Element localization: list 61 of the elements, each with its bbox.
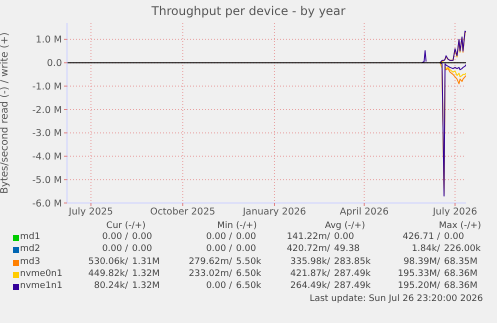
- text: 0.00: [444, 232, 466, 243]
- text: 141.22m/: [286, 232, 330, 243]
- text: 1.84k/: [410, 244, 440, 256]
- text: Cur (-/+): [105, 221, 147, 232]
- text: 1.31M: [132, 256, 160, 267]
- text: 68.36M: [444, 281, 479, 292]
- legend-label: md3: [20, 256, 40, 268]
- y-tick-label: -4.0 M: [32, 152, 62, 163]
- text: 0.00: [236, 244, 256, 254]
- text: 421.87k/: [289, 268, 330, 280]
- x-tick-label: October 2025: [150, 206, 216, 218]
- text: 0.00 /: [205, 232, 232, 243]
- legend-label: nvme0n1: [20, 268, 62, 280]
- text: 279.62m/: [188, 256, 232, 268]
- text: 195.20M/: [396, 281, 440, 292]
- text: Avg (-/+): [324, 221, 366, 232]
- text: 195.33M/: [396, 268, 440, 280]
- text: 233.02m/: [188, 268, 232, 280]
- text: 426.71 /: [402, 232, 440, 243]
- y-tick-label: -1.0 M: [32, 81, 62, 92]
- text: 0.00 /: [101, 232, 128, 243]
- text: 98.39M/: [402, 256, 440, 268]
- y-tick-label: -6.0 M: [32, 198, 62, 210]
- legend-label: md2: [20, 244, 40, 256]
- text: 335.98k/: [289, 256, 330, 268]
- text: 49.38: [334, 244, 361, 256]
- text: 0.00 /: [101, 244, 128, 256]
- text: 420.72m/: [286, 244, 330, 256]
- y-tick-label: -2.0 M: [32, 104, 62, 116]
- text: 287.49k: [334, 268, 371, 279]
- text: 68.35M: [444, 256, 479, 268]
- text: 5.50k: [236, 256, 262, 267]
- y-tick-label: 0.0: [46, 58, 62, 70]
- text: 0.00 /: [205, 244, 232, 256]
- text: 0.00: [132, 232, 154, 243]
- y-tick-label: -5.0 M: [32, 174, 62, 186]
- text: 1.32M: [132, 281, 161, 292]
- text: 226.00k: [444, 244, 482, 256]
- text: 6.50k: [236, 281, 262, 292]
- text: 530.06k/: [87, 256, 128, 268]
- y-tick-label: -3.0 M: [32, 128, 62, 140]
- text: 264.49k/: [289, 281, 330, 292]
- chart-title: Throughput per device - by year: [150, 4, 346, 18]
- text: 0.00: [132, 244, 154, 256]
- text: 283.85k: [334, 256, 372, 268]
- y-tick-label: 1.0 M: [36, 34, 62, 46]
- text: 6.50k: [236, 268, 262, 279]
- text: 287.49k: [334, 281, 371, 292]
- legend-label: md1: [20, 232, 40, 243]
- text: 68.36M: [444, 268, 479, 280]
- text: Min (-/+): [216, 221, 258, 232]
- legend-label: nvme1n1: [20, 281, 62, 292]
- text: 0.00: [334, 232, 356, 243]
- text: 80.24k/: [94, 281, 128, 292]
- text: Last update: Sun Jul 26 23:20:00 2026: [308, 294, 483, 304]
- text: 0.00 /: [205, 281, 232, 292]
- text: 0.00: [236, 232, 256, 242]
- text: 1.32M: [132, 268, 160, 279]
- text: 449.82k/: [88, 268, 128, 279]
- y-axis-title: Bytes/second read (-) / write (+): [0, 32, 11, 194]
- text: Max (-/+): [438, 221, 482, 232]
